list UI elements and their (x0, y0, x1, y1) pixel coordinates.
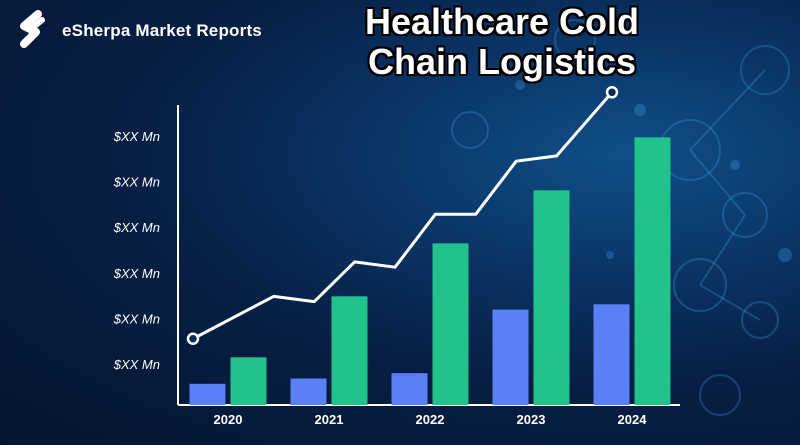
chart-title: Healthcare Cold Chain Logistics (364, 1, 640, 82)
trend-start-marker (186, 332, 200, 345)
bar-2021-series-1 (290, 378, 327, 405)
y-tick-label: $XX Mn (113, 266, 160, 281)
bar-2022-series-2 (432, 243, 469, 405)
bar-2024-series-2 (634, 137, 671, 405)
bar-2020-series-2 (230, 357, 267, 405)
bar-2024-series-1 (593, 304, 630, 405)
bar-2022-series-1 (391, 373, 428, 405)
x-tick-label-2022: 2022 (416, 412, 445, 427)
x-tick-label-2021: 2021 (315, 412, 344, 427)
s-shape-logo-icon (20, 10, 45, 48)
y-tick-label: $XX Mn (113, 357, 160, 372)
bar-2023-series-1 (492, 309, 529, 405)
brand-logo: eSherpa Market Reports (12, 10, 262, 52)
brand-name: eSherpa Market Reports (62, 21, 262, 40)
x-tick-label-2024: 2024 (618, 412, 648, 427)
y-tick-label: $XX Mn (113, 220, 160, 235)
bar-2021-series-2 (331, 296, 368, 405)
x-tick-label-2020: 2020 (214, 412, 243, 427)
y-tick-label: $XX Mn (113, 311, 160, 326)
x-tick-label-2023: 2023 (517, 412, 546, 427)
y-tick-label: $XX Mn (113, 175, 160, 190)
y-tick-label: $XX Mn (113, 129, 160, 144)
trend-end-marker (605, 86, 619, 99)
trend-line (192, 91, 614, 341)
bar-2023-series-2 (533, 190, 570, 405)
bar-2020-series-1 (189, 383, 226, 405)
